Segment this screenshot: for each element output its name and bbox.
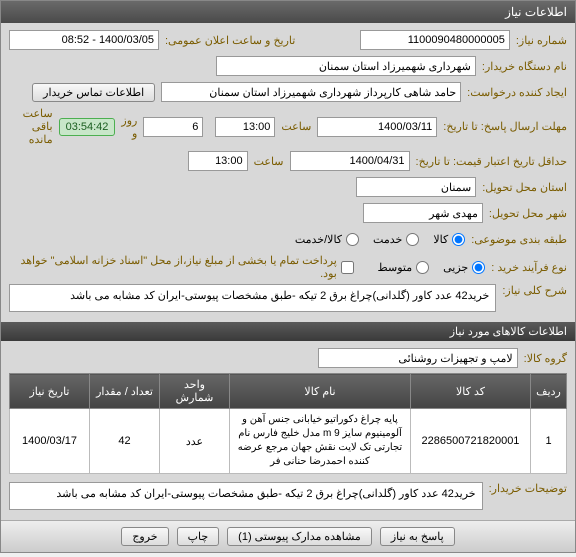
deadline-send-date[interactable] [317,117,437,137]
proc-low-label: جزیی [443,261,468,274]
remain-time: 03:54:42 [59,118,116,136]
contact-buyer-button[interactable]: اطلاعات تماس خریدار [32,83,155,102]
cell-qty: 42 [90,409,160,474]
desc-box: خرید42 عدد کاور (گلدانی)چراغ برق 2 تیکه … [9,284,496,312]
cell-date: 1400/03/17 [10,409,90,474]
form-area: شماره نیاز: تاریخ و ساعت اعلان عمومی: نا… [1,23,575,322]
group-field[interactable] [318,348,518,368]
proc-low-option[interactable]: جزیی [443,261,485,274]
buyer-org-field[interactable] [216,56,476,76]
announce-label: تاریخ و ساعت اعلان عمومی: [165,34,295,47]
desc-label: شرح کلی نیاز: [502,284,567,297]
price-valid-time[interactable] [188,151,248,171]
cell-unit: عدد [160,409,230,474]
process-radios: جزیی متوسط [378,261,486,274]
announce-field[interactable] [9,30,159,50]
col-date: تاریخ نیاز [10,374,90,409]
creator-label: ایجاد کننده درخواست: [467,86,567,99]
proc-mid-label: متوسط [378,261,413,274]
group-label: گروه کالا: [524,352,567,365]
cat-service-option[interactable]: خدمت [373,233,419,246]
category-radios: کالا خدمت کالا/خدمت [295,233,465,246]
need-no-label: شماره نیاز: [516,34,567,47]
proc-mid-option[interactable]: متوسط [378,261,430,274]
cell-name: پایه چراغ دکوراتیو خیابانی جنس آهن و آلو… [230,409,411,474]
cat-goods-label: کالا [433,233,448,246]
price-valid-date[interactable] [290,151,410,171]
info-panel: اطلاعات نیاز شماره نیاز: تاریخ و ساعت اع… [0,0,576,553]
cat-goods-service-radio[interactable] [346,233,359,246]
reply-button[interactable]: پاسخ به نیاز [380,527,455,546]
panel-title: اطلاعات نیاز [1,1,575,23]
cat-goods-service-option[interactable]: کالا/خدمت [295,233,359,246]
partial-pay-checkbox[interactable] [341,261,354,274]
cat-goods-service-label: کالا/خدمت [295,233,342,246]
price-valid-label: حداقل تاریخ اعتبار قیمت: تا تاریخ: [416,155,567,168]
cell-code: 2286500721820001 [411,409,531,474]
items-header: اطلاعات کالاهای مورد نیاز [1,322,575,341]
proc-mid-radio[interactable] [416,261,429,274]
proc-low-radio[interactable] [472,261,485,274]
exit-button[interactable]: خروج [121,527,168,546]
time-label-2: ساعت [254,155,284,168]
attachments-button[interactable]: مشاهده مدارک پیوستی (1) [227,527,372,546]
col-code: کد کالا [411,374,531,409]
deadline-send-label: مهلت ارسال پاسخ: تا تاریخ: [443,120,567,133]
need-no-field[interactable] [360,30,510,50]
items-table: ردیف کد کالا نام کالا واحد شمارش تعداد /… [9,373,567,474]
buyer-notes-label: توضیحات خریدار: [489,482,567,495]
col-row: ردیف [531,374,567,409]
partial-pay-label: پرداخت تمام یا بخشی از مبلغ نیاز،از محل … [9,254,337,280]
remain-days-label: روز و [121,114,137,140]
col-qty: تعداد / مقدار [90,374,160,409]
delivery-prov-field[interactable] [356,177,476,197]
cat-service-radio[interactable] [406,233,419,246]
process-label: نوع فرآیند خرید : [491,261,567,274]
partial-pay-option[interactable]: پرداخت تمام یا بخشی از مبلغ نیاز،از محل … [9,254,354,280]
cat-goods-option[interactable]: کالا [433,233,465,246]
footer-bar: پاسخ به نیاز مشاهده مدارک پیوستی (1) چاپ… [1,520,575,552]
delivery-prov-label: استان محل تحویل: [482,181,567,194]
remain-time-label: ساعت باقی مانده [9,107,53,146]
time-label-1: ساعت [281,120,311,133]
deadline-send-time[interactable] [215,117,275,137]
delivery-city-field[interactable] [363,203,483,223]
creator-field[interactable] [161,82,461,102]
delivery-city-label: شهر محل تحویل: [489,207,567,220]
table-header-row: ردیف کد کالا نام کالا واحد شمارش تعداد /… [10,374,567,409]
cat-goods-radio[interactable] [452,233,465,246]
cat-service-label: خدمت [373,233,402,246]
buyer-org-label: نام دستگاه خریدار: [482,60,567,73]
col-name: نام کالا [230,374,411,409]
buyer-notes-box: خرید42 عدد کاور (گلدانی)چراغ برق 2 تیکه … [9,482,483,510]
table-row[interactable]: 1 2286500721820001 پایه چراغ دکوراتیو خی… [10,409,567,474]
category-label: طبقه بندی موضوعی: [471,233,567,246]
cell-row: 1 [531,409,567,474]
remain-days [143,117,203,137]
print-button[interactable]: چاپ [177,527,220,546]
col-unit: واحد شمارش [160,374,230,409]
